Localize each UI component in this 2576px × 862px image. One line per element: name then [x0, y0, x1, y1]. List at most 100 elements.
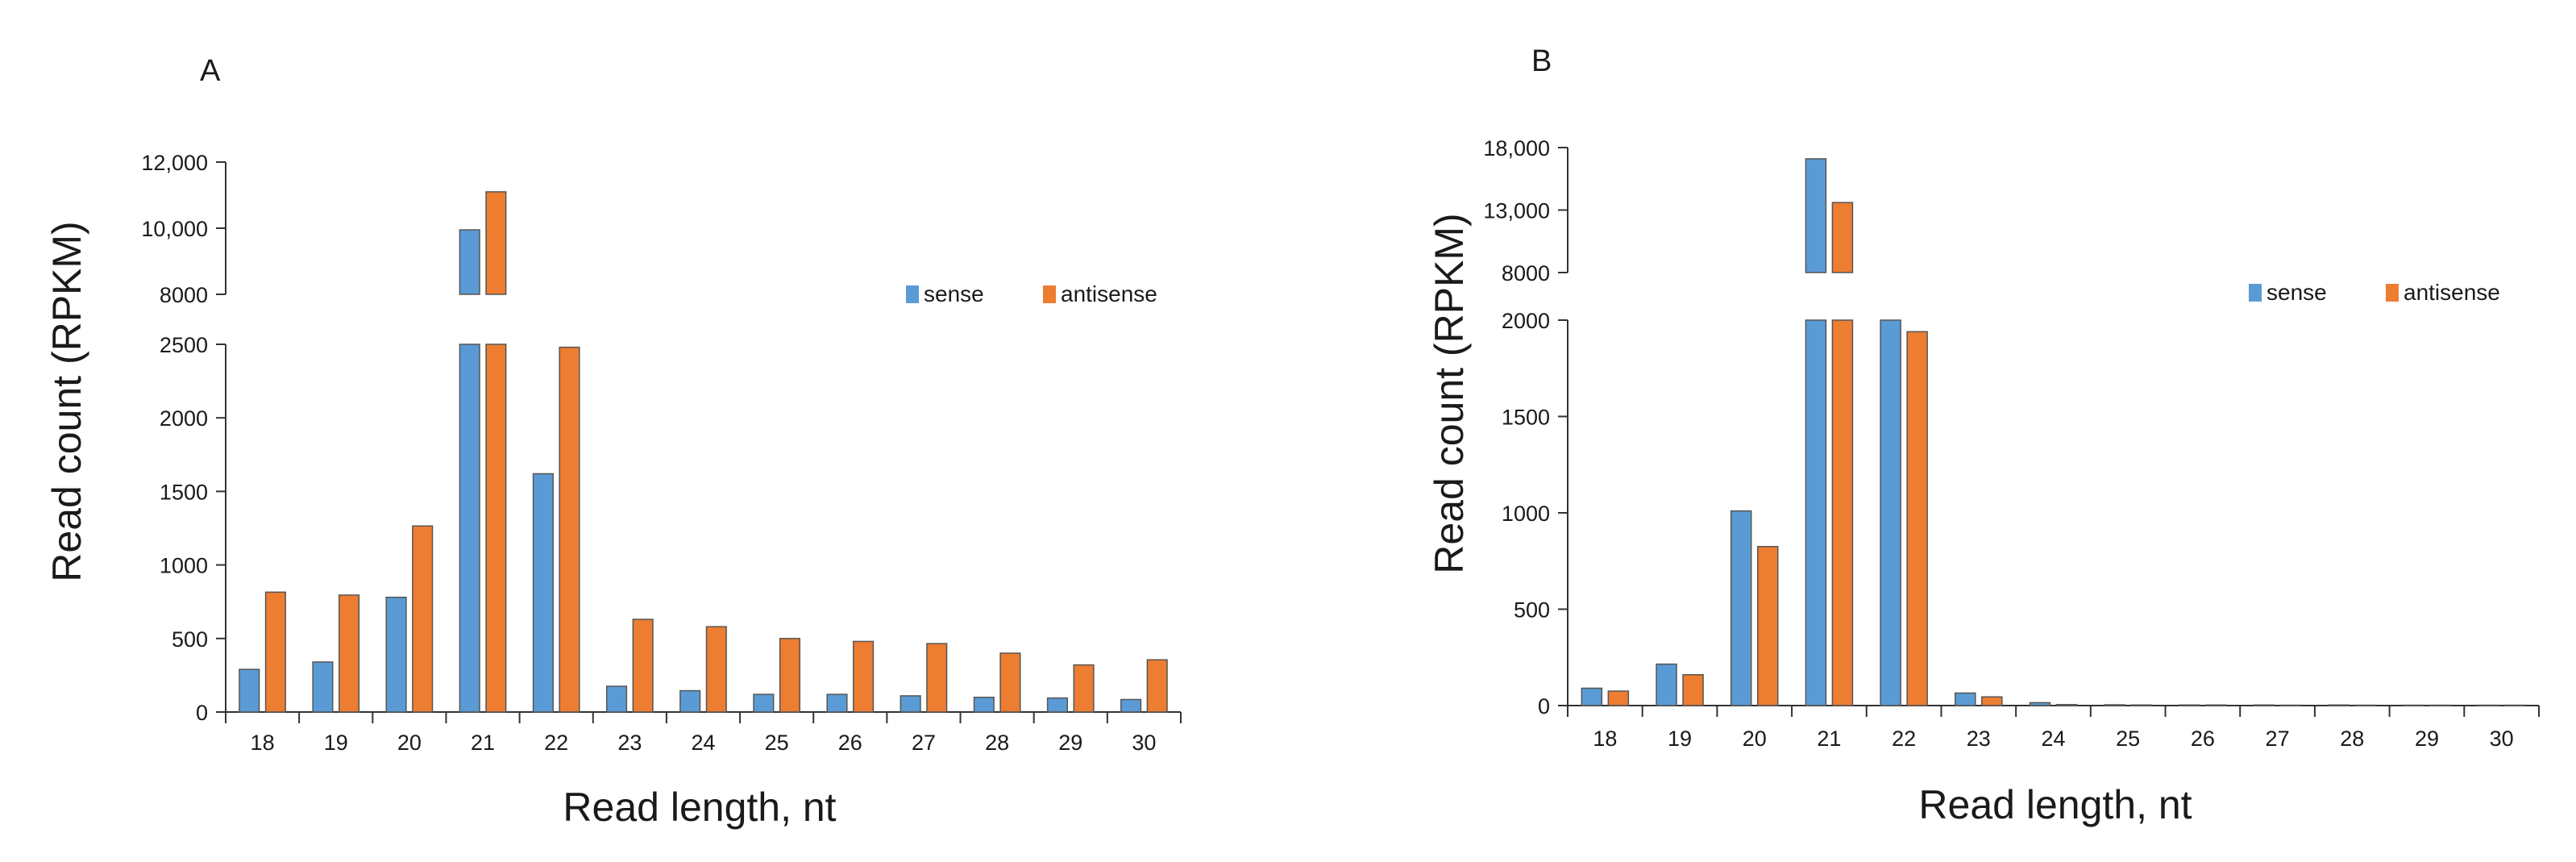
bar-sense-26: [2179, 704, 2200, 706]
x-axis-title: Read length, nt: [1918, 782, 2192, 827]
legend-label-antisense: antisense: [2404, 280, 2500, 305]
x-tick-label: 24: [2041, 727, 2065, 751]
x-tick-label: 29: [1058, 731, 1082, 755]
bar-antisense-25: [779, 638, 801, 713]
legend-label-antisense: antisense: [1061, 281, 1157, 306]
bar-sense-18: [1581, 687, 1603, 706]
bar-sense-23: [605, 685, 628, 713]
x-tick-label: 23: [617, 731, 642, 755]
x-tick-label: 28: [2340, 727, 2364, 751]
x-tick-label: 22: [544, 731, 568, 755]
x-tick-label: 30: [1132, 731, 1156, 755]
y-tick-label: 1500: [1502, 406, 1550, 430]
y-tick-label: 12,000: [141, 151, 208, 175]
x-tick-label: 25: [2116, 727, 2140, 751]
x-tick-label: 26: [2191, 727, 2215, 751]
legend-swatch-antisense: [1043, 285, 1056, 303]
legend-label-sense: sense: [924, 281, 984, 306]
bar-antisense-26: [853, 640, 875, 713]
x-tick-label: 27: [2266, 727, 2290, 751]
y-tick-label: 2000: [1502, 309, 1550, 333]
bar-sense-24: [679, 689, 701, 713]
bar-sense-29: [1046, 697, 1069, 713]
x-tick-label: 26: [838, 731, 862, 755]
bar-antisense-24: [2055, 704, 2078, 706]
bar-sense-28: [2328, 704, 2350, 706]
bar-antisense-27: [926, 643, 948, 713]
bar-antisense-29: [1073, 664, 1095, 713]
bar-antisense-21: [485, 344, 507, 713]
x-tick-label: 19: [1668, 727, 1692, 751]
legend-swatch-antisense: [2386, 284, 2399, 302]
y-axis-title: Read count (RPKM): [1427, 213, 1472, 573]
bar-sense-21: [1805, 319, 1827, 706]
bar-antisense-24: [705, 626, 727, 713]
legend-label-sense: sense: [2266, 280, 2327, 305]
y-tick-label: 0: [196, 701, 208, 725]
x-tick-label: 20: [397, 731, 422, 755]
bar-sense-19: [1656, 663, 1677, 706]
bar-antisense-21-upper: [1831, 202, 1854, 273]
y-tick-label: 500: [172, 627, 208, 652]
y-tick-label: 1000: [160, 554, 208, 578]
panel-label: A: [200, 54, 221, 88]
bar-sense-22: [1880, 319, 1901, 706]
bar-antisense-25: [2130, 704, 2152, 706]
y-tick-label: 10,000: [141, 217, 208, 241]
y-tick-label: 0: [1538, 694, 1550, 718]
bar-sense-18: [239, 668, 260, 713]
y-tick-label: 1500: [160, 480, 208, 504]
bar-sense-28: [973, 697, 995, 713]
legend-swatch-sense: [906, 285, 919, 303]
bar-antisense-19: [1682, 674, 1704, 706]
bar-antisense-23: [1981, 696, 2003, 706]
bar-sense-22: [532, 473, 554, 713]
bar-sense-21-upper: [459, 229, 480, 295]
x-tick-label: 29: [2415, 727, 2439, 751]
bar-sense-20: [1730, 510, 1752, 706]
chart-panel-b: B 0 500 1000 1500 2000 8000 13,000 18,000 18 19 20 2…: [1427, 44, 2540, 827]
x-tick-label: 22: [1892, 727, 1916, 751]
bar-sense-19: [312, 661, 334, 713]
chart-panel-a: A 0 500 1000 1500 2000 2500 8000 10,000 12,000 18 1…: [44, 54, 1182, 830]
x-tick-label: 25: [765, 731, 789, 755]
bar-sense-23: [1955, 692, 1976, 706]
bar-antisense-30: [1146, 659, 1168, 713]
bar-antisense-20: [1756, 546, 1779, 706]
bar-sense-27: [900, 695, 921, 713]
bar-antisense-19: [338, 594, 360, 713]
x-tick-label: 18: [1593, 727, 1617, 751]
bar-sense-26: [826, 693, 848, 713]
bar-antisense-28: [999, 652, 1021, 713]
bar-antisense-18: [264, 591, 286, 713]
bar-sense-25: [2104, 704, 2125, 706]
y-tick-label: 13,000: [1483, 199, 1550, 223]
bar-sense-20: [385, 596, 407, 713]
legend: sense antisense: [2249, 280, 2500, 305]
y-tick-label: 8000: [160, 283, 208, 307]
y-tick-label: 2000: [160, 406, 208, 431]
y-axis-title: Read count (RPKM): [44, 221, 89, 581]
bar-sense-21-upper: [1805, 158, 1827, 273]
y-tick-label: 2500: [160, 333, 208, 357]
bar-antisense-18: [1607, 690, 1630, 706]
panel-label: B: [1531, 44, 1552, 78]
x-tick-label: 21: [471, 731, 495, 755]
x-tick-label: 21: [1817, 727, 1841, 751]
x-tick-label: 24: [691, 731, 715, 755]
bar-antisense-23: [632, 618, 654, 713]
x-tick-label: 19: [324, 731, 348, 755]
legend: sense antisense: [906, 281, 1157, 306]
bar-antisense-21: [1831, 319, 1854, 706]
legend-swatch-sense: [2249, 284, 2262, 302]
bar-antisense-22: [559, 346, 580, 713]
bar-antisense-21-upper: [485, 191, 507, 295]
x-tick-label: 20: [1743, 727, 1767, 751]
y-tick-label: 18,000: [1483, 136, 1550, 160]
bar-antisense-22: [1906, 331, 1928, 706]
x-axis-title: Read length, nt: [563, 785, 836, 830]
bar-sense-30: [1120, 698, 1142, 713]
x-tick-label: 30: [2490, 727, 2514, 751]
bar-antisense-26: [2205, 704, 2227, 706]
